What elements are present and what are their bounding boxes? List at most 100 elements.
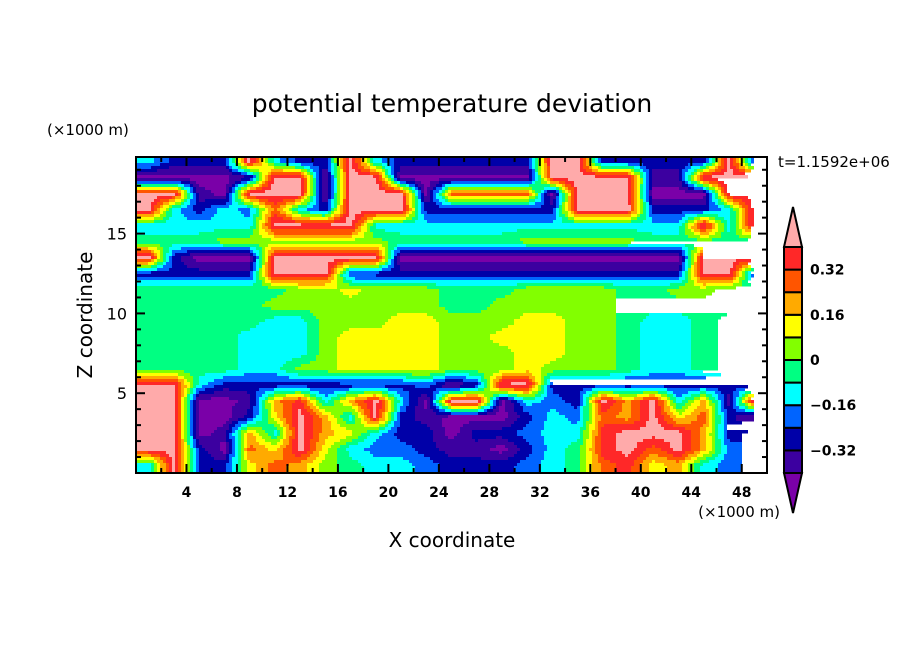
contour-cell — [382, 166, 385, 170]
contour-cell — [562, 190, 565, 194]
contour-cell — [307, 457, 316, 461]
contour-cell — [733, 406, 739, 410]
x-tick-label: 32 — [530, 485, 549, 501]
contour-cell — [682, 247, 688, 251]
contour-cell — [154, 457, 160, 461]
contour-cell — [295, 400, 301, 404]
contour-cell — [412, 199, 415, 203]
contour-cell — [631, 205, 634, 209]
contour-cell — [232, 442, 235, 446]
contour-cell — [712, 175, 748, 179]
contour-cell — [724, 205, 730, 209]
contour-cell — [388, 256, 391, 260]
contour-cell — [538, 391, 544, 395]
contour-cell — [298, 205, 307, 209]
contour-cell — [259, 265, 262, 269]
contour-cell — [352, 406, 358, 410]
contour-cell — [256, 253, 259, 257]
contour-cell — [154, 262, 157, 266]
contour-cell — [328, 265, 334, 269]
contour-cell — [334, 205, 337, 209]
contour-cell — [700, 439, 706, 443]
contour-cell — [256, 415, 262, 419]
contour-cell — [391, 412, 394, 416]
contour-cell — [403, 205, 406, 209]
contour-cell — [433, 394, 436, 398]
contour-cell — [364, 466, 415, 470]
contour-cell — [676, 460, 679, 464]
contour-cell — [415, 208, 418, 212]
contour-cell — [727, 397, 730, 401]
contour-cell — [328, 175, 331, 179]
contour-cell — [274, 259, 334, 263]
contour-cell — [322, 397, 331, 401]
contour-cell — [724, 166, 727, 170]
contour-cell — [403, 187, 409, 191]
contour-cell — [421, 205, 424, 209]
contour-cell — [592, 394, 598, 398]
contour-cell — [439, 469, 514, 473]
contour-cell — [544, 427, 580, 431]
contour-cell — [496, 298, 616, 302]
contour-cell — [343, 163, 346, 167]
contour-cell — [193, 463, 196, 467]
contour-cell — [331, 160, 334, 164]
contour-cell — [199, 391, 214, 395]
contour-cell — [739, 274, 742, 278]
contour-cell — [259, 322, 307, 326]
contour-cell — [355, 226, 358, 230]
contour-cell — [193, 403, 196, 407]
contour-cell — [313, 178, 316, 182]
contour-cell — [352, 457, 403, 461]
contour-cell — [703, 163, 706, 167]
contour-cell — [598, 403, 601, 407]
contour-cell — [451, 406, 478, 410]
contour-cell — [397, 259, 400, 263]
contour-cell — [322, 418, 328, 422]
contour-cell — [298, 424, 304, 428]
contour-cell — [307, 208, 319, 212]
contour-cell — [601, 448, 616, 452]
contour-cell — [718, 229, 724, 233]
contour-cell — [247, 193, 250, 197]
contour-cell — [412, 211, 415, 215]
contour-cell — [601, 430, 622, 434]
contour-cell — [199, 433, 211, 437]
contour-cell — [682, 448, 691, 452]
contour-cell — [337, 280, 343, 284]
contour-cell — [166, 463, 169, 467]
contour-cell — [742, 400, 745, 404]
contour-cell — [736, 268, 739, 272]
contour-cell — [706, 166, 709, 170]
contour-cell — [184, 403, 187, 407]
contour-cell — [247, 466, 256, 470]
contour-cell — [271, 172, 301, 176]
contour-cell — [382, 259, 385, 263]
contour-cell — [205, 187, 226, 191]
contour-cell — [175, 421, 178, 425]
contour-cell — [226, 196, 229, 200]
contour-cell — [154, 466, 157, 470]
contour-cell — [406, 193, 409, 197]
contour-cell — [697, 223, 700, 227]
contour-cell — [253, 175, 256, 179]
contour-cell — [304, 421, 313, 425]
contour-cell — [256, 211, 259, 215]
contour-cell — [277, 448, 283, 452]
contour-cell — [223, 376, 289, 380]
contour-cell — [721, 418, 724, 422]
contour-cell — [559, 208, 562, 212]
contour-cell — [238, 427, 241, 431]
contour-cell — [136, 235, 250, 239]
contour-cell — [706, 160, 709, 164]
contour-cell — [238, 400, 250, 404]
contour-cell — [244, 415, 253, 419]
contour-cell — [424, 217, 556, 221]
contour-cell — [580, 451, 586, 455]
contour-cell — [232, 430, 235, 434]
contour-cell — [586, 427, 589, 431]
contour-cell — [631, 409, 640, 413]
contour-cell — [481, 382, 484, 386]
contour-cell — [730, 157, 733, 161]
contour-cell — [241, 199, 244, 203]
